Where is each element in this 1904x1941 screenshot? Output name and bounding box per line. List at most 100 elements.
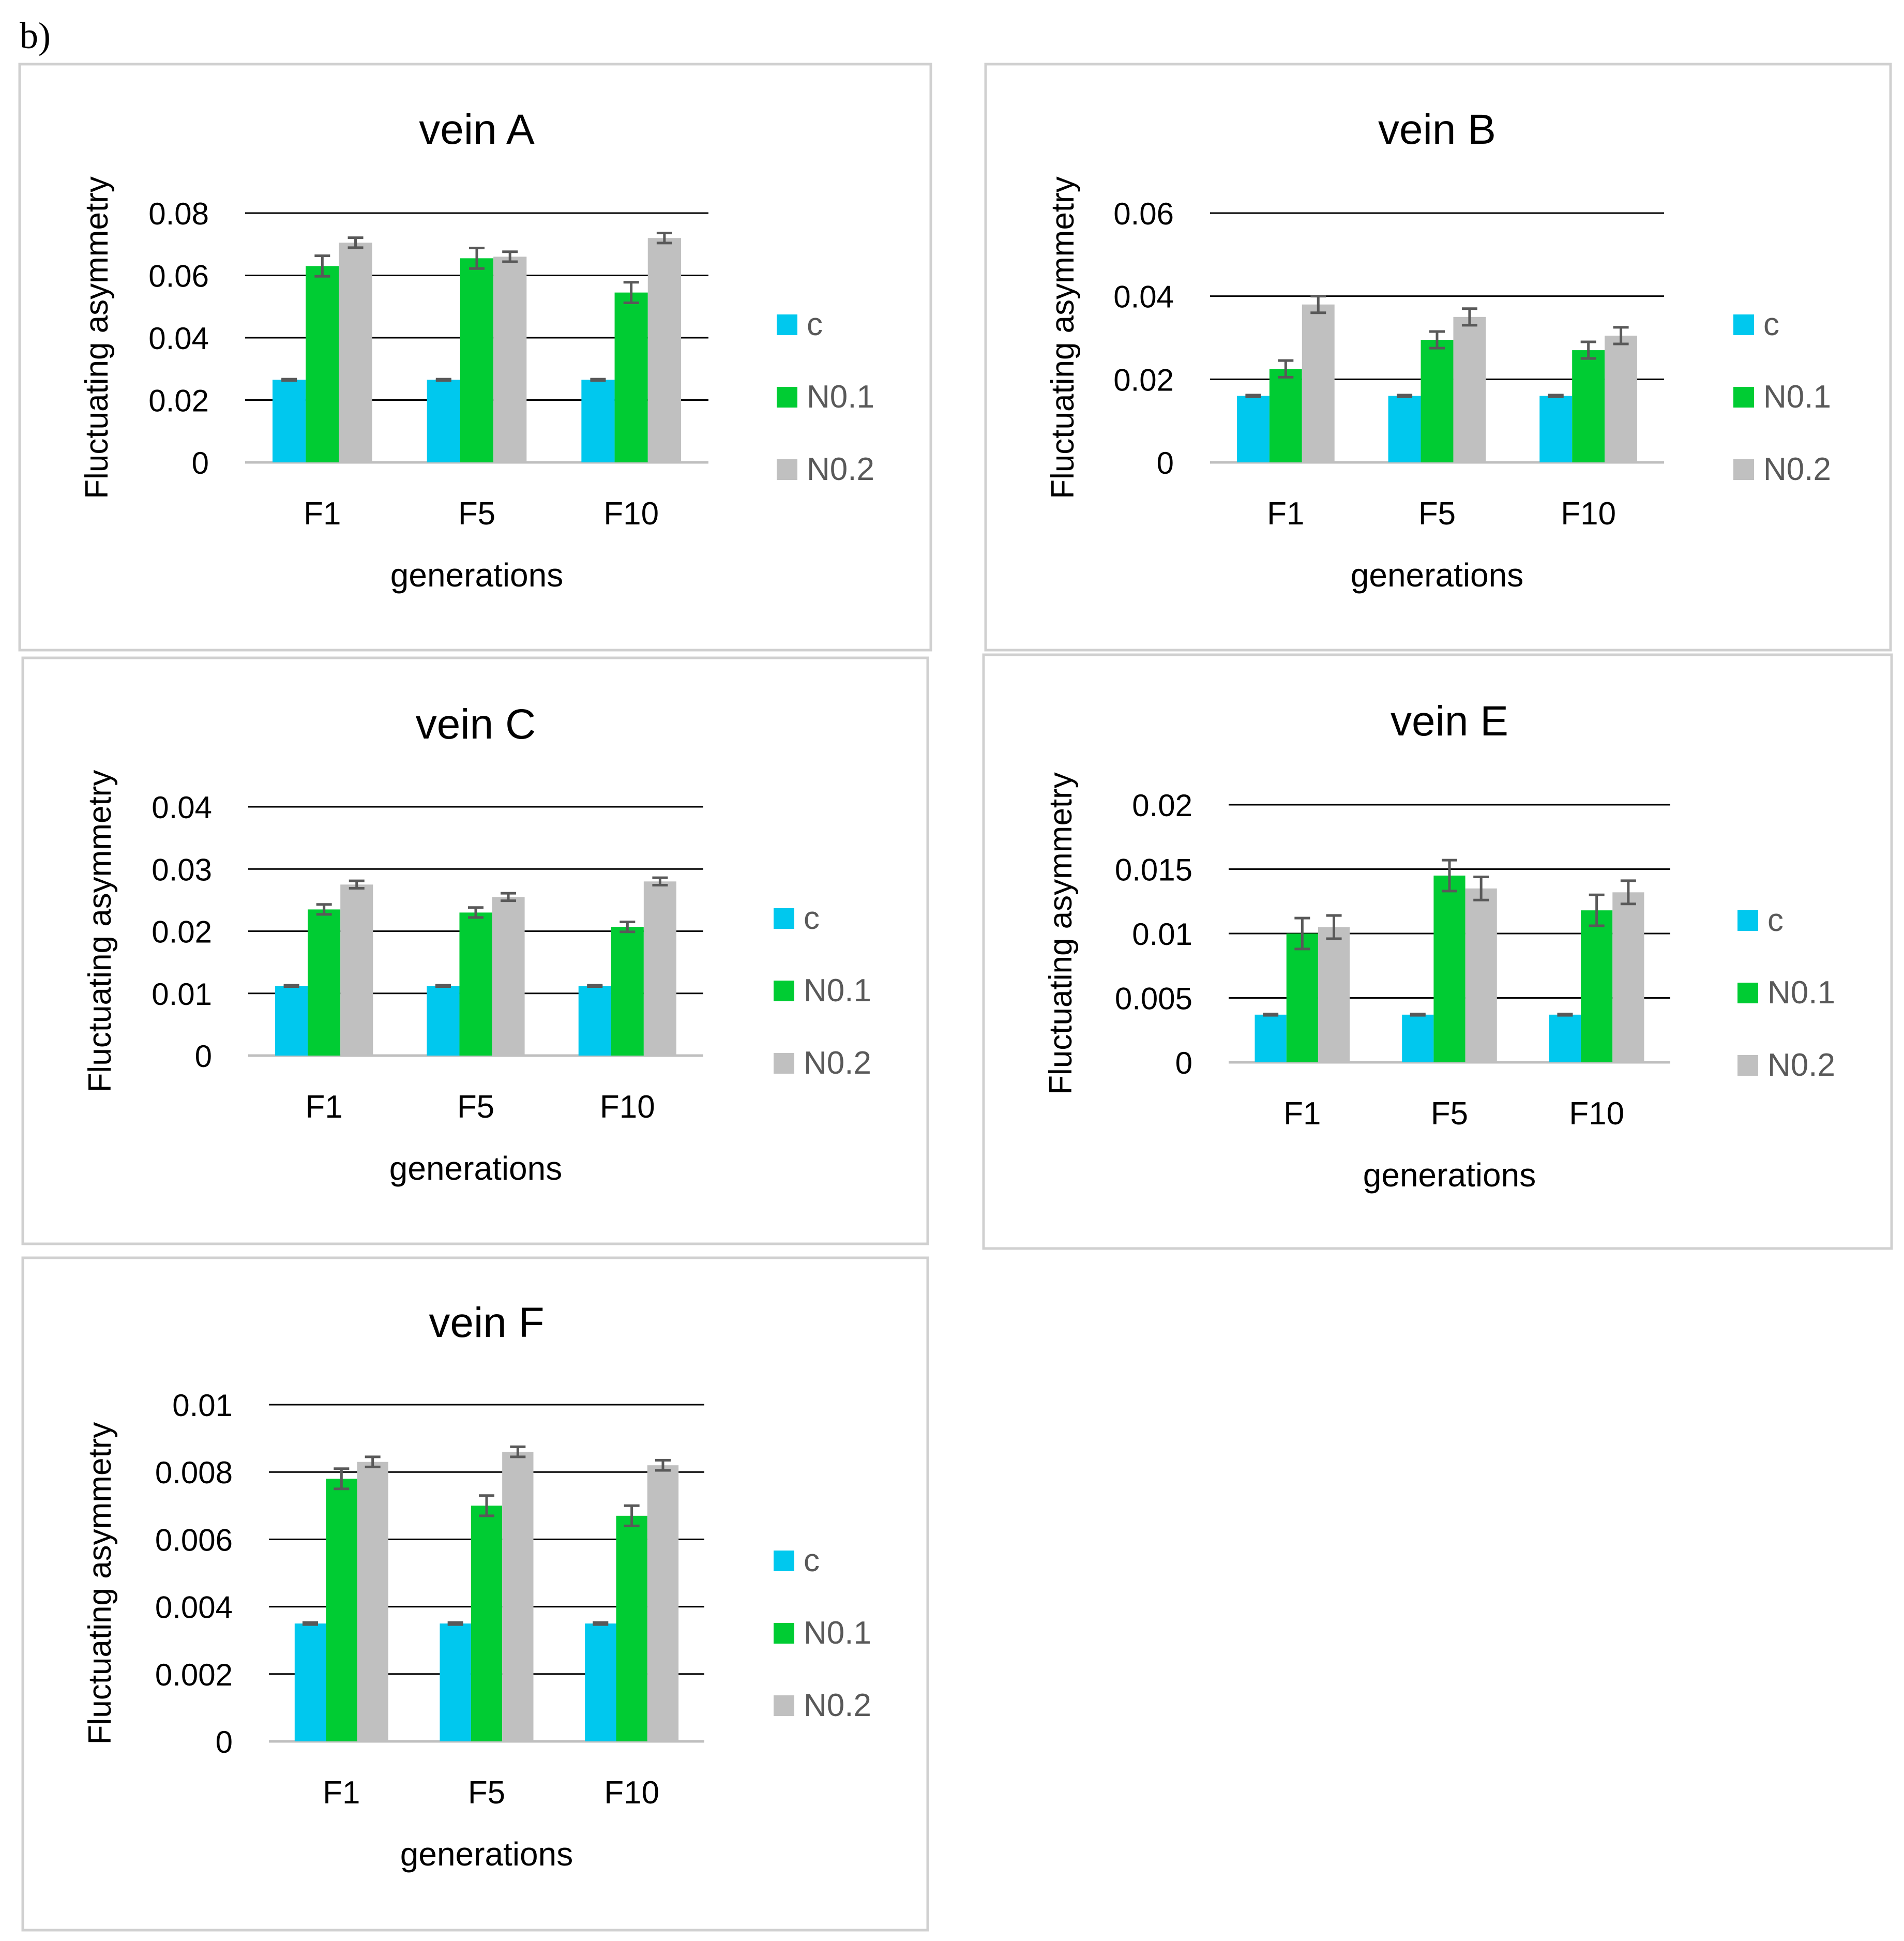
bar: [357, 1462, 388, 1741]
x-tick-label: F10: [603, 496, 659, 532]
y-tick-label: 0.01: [152, 977, 212, 1012]
chart-panel-1: vein A 0 0.02 0.04 0.06 0.08 F1 F5 F10 generation…: [18, 63, 932, 652]
bar: [427, 986, 460, 1056]
bar: [1433, 875, 1465, 1062]
bar: [459, 912, 492, 1056]
y-tick-label: 0.004: [155, 1590, 233, 1625]
y-tick-label: 0.02: [148, 384, 209, 418]
legend-swatch: [777, 459, 797, 480]
bar: [581, 380, 615, 462]
y-tick-label: 0.02: [1132, 788, 1192, 823]
x-tick-label: F5: [1418, 496, 1456, 532]
y-tick-label: 0.005: [1115, 982, 1192, 1016]
y-tick-label: 0.02: [152, 915, 212, 950]
legend-swatch: [774, 1053, 794, 1074]
legend-label: c: [1763, 307, 1779, 342]
legend-swatch: [774, 908, 794, 929]
y-axis-label: Fluctuating asymmetry: [82, 770, 118, 1093]
bar: [647, 1465, 679, 1741]
legend-label: N0.1: [807, 379, 874, 415]
x-tick-label: F1: [1283, 1096, 1321, 1132]
y-axis-label: Fluctuating asymmetry: [79, 176, 115, 499]
bar: [1539, 396, 1573, 462]
x-tick-label: F5: [1431, 1096, 1468, 1132]
chart-title: vein A: [419, 106, 535, 153]
chart-title: vein C: [416, 701, 536, 748]
x-tick-label: F5: [458, 496, 495, 532]
bar: [427, 380, 460, 462]
y-axis-label: Fluctuating asymmetry: [1043, 772, 1079, 1095]
x-tick-label: F10: [600, 1089, 655, 1125]
y-axis-label: Fluctuating asymmetry: [1045, 176, 1081, 499]
bar: [275, 986, 308, 1056]
bar: [611, 927, 644, 1056]
bar: [1388, 396, 1421, 462]
x-tick-label: F10: [1569, 1096, 1624, 1132]
bar: [294, 1623, 326, 1741]
bar: [326, 1479, 357, 1741]
legend-label: c: [1767, 902, 1784, 938]
bar: [1421, 340, 1454, 462]
bar: [1605, 335, 1638, 462]
legend-swatch: [774, 981, 794, 1001]
x-axis-label: generations: [400, 1835, 573, 1873]
bar: [339, 243, 372, 462]
y-axis-label: Fluctuating asymmetry: [82, 1422, 118, 1745]
legend-label: N0.2: [804, 1045, 871, 1081]
x-tick-label: F5: [468, 1775, 505, 1811]
y-tick-label: 0: [1157, 446, 1174, 480]
legend-label: N0.2: [804, 1688, 871, 1723]
bar: [306, 266, 339, 462]
y-tick-label: 0.03: [152, 852, 212, 887]
bar: [578, 986, 611, 1056]
y-tick-label: 0: [195, 1039, 212, 1074]
chart-title: vein B: [1378, 106, 1496, 153]
bar: [273, 380, 306, 462]
bar: [502, 1452, 534, 1741]
legend-swatch: [777, 387, 797, 408]
legend-label: N0.1: [1767, 975, 1835, 1011]
legend-label: c: [804, 900, 820, 936]
bar: [1269, 369, 1302, 462]
legend-swatch: [777, 314, 797, 335]
x-tick-label: F1: [1267, 496, 1304, 532]
bar: [493, 257, 527, 462]
bar: [1572, 350, 1605, 462]
x-axis-label: generations: [1363, 1156, 1536, 1194]
y-tick-label: 0: [216, 1725, 233, 1759]
bar: [340, 884, 373, 1056]
chart-title: vein F: [429, 1299, 544, 1346]
bar: [1465, 888, 1497, 1062]
x-axis-label: generations: [389, 1150, 562, 1187]
x-axis-label: generations: [1351, 556, 1523, 594]
y-tick-label: 0.01: [1132, 917, 1192, 952]
y-tick-label: 0.04: [148, 321, 209, 356]
bar: [1612, 892, 1644, 1062]
bar: [1453, 317, 1486, 462]
legend-swatch: [1737, 983, 1758, 1003]
legend-label: N0.1: [804, 973, 871, 1009]
x-tick-label: F1: [323, 1775, 360, 1811]
legend-swatch: [1733, 314, 1754, 335]
y-tick-label: 0.015: [1115, 853, 1192, 887]
legend-label: c: [807, 307, 823, 342]
bar: [1236, 396, 1270, 462]
bar: [643, 881, 676, 1056]
legend-swatch: [1737, 1055, 1758, 1076]
bar: [1318, 927, 1350, 1062]
bar: [1286, 934, 1318, 1062]
y-tick-label: 0.08: [148, 197, 209, 231]
x-tick-label: F5: [457, 1089, 494, 1125]
y-tick-label: 0.008: [155, 1455, 233, 1490]
legend-label: N0.2: [1763, 452, 1831, 487]
y-tick-label: 0.01: [172, 1388, 233, 1423]
bar: [647, 238, 681, 462]
chart-title: vein E: [1391, 698, 1508, 745]
bar: [492, 897, 525, 1056]
legend-swatch: [1733, 459, 1754, 480]
legend-swatch: [1733, 387, 1754, 408]
y-tick-label: 0.006: [155, 1523, 233, 1557]
chart-panel-5: vein F 0 0.002 0.004 0.006 0.008 0.01 F1 F5 F10 ge…: [21, 1256, 929, 1932]
bar: [1255, 1014, 1287, 1062]
legend-swatch: [774, 1623, 794, 1644]
